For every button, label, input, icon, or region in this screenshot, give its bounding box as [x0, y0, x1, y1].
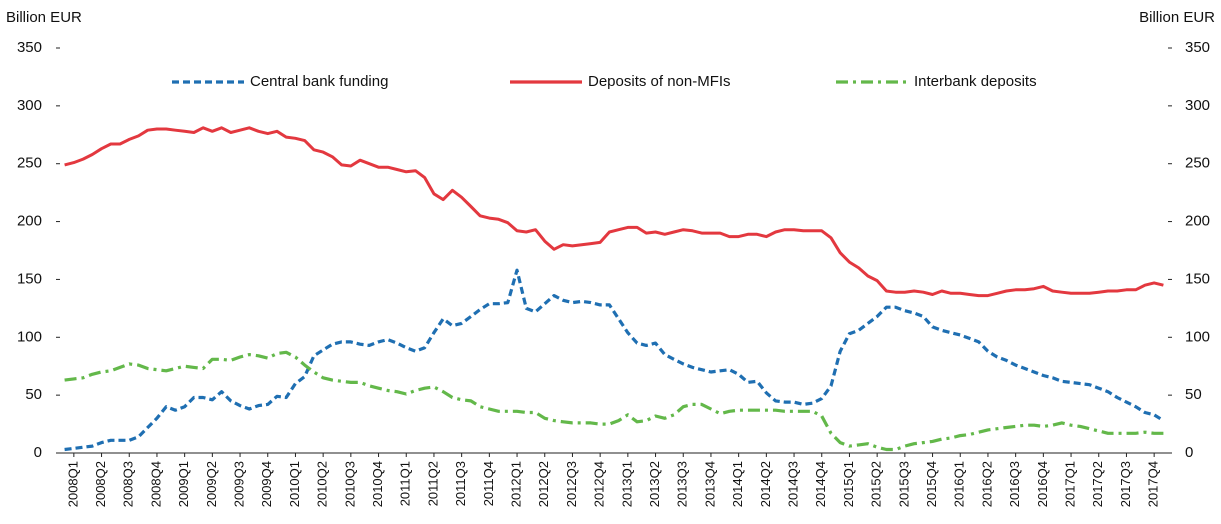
x-tick-label: 2013Q3 [675, 461, 690, 507]
y2-tick-label: 300 [1185, 97, 1210, 114]
x-tick-label: 2014Q3 [785, 461, 800, 507]
legend-label: Deposits of non-MFIs [588, 73, 731, 90]
x-tick-label: 2015Q4 [924, 461, 939, 507]
series-line [64, 126, 1164, 298]
y-tick-label: 0 [34, 444, 42, 461]
x-tick-label: 2009Q1 [176, 461, 191, 507]
x-tick-label: 2014Q1 [730, 461, 745, 507]
x-tick-label: 2012Q1 [508, 461, 523, 507]
x-tick-label: 2012Q3 [564, 461, 579, 507]
x-tick-label: 2010Q2 [315, 461, 330, 507]
x-tick-label: 2008Q4 [148, 461, 163, 507]
x-tick-label: 2011Q4 [481, 461, 496, 506]
y-tick-label: 200 [17, 213, 42, 230]
y2-tick-label: 50 [1185, 386, 1202, 403]
x-tick-label: 2008Q3 [121, 461, 136, 507]
x-tick-label: 2017Q2 [1090, 461, 1105, 507]
x-tick-label: 2009Q2 [204, 461, 219, 507]
x-tick-label: 2011Q1 [398, 461, 413, 506]
y2-tick-label: 250 [1185, 155, 1210, 172]
y-tick-label: 300 [17, 97, 42, 114]
y-tick-label: 100 [17, 328, 42, 345]
x-tick-label: 2010Q4 [370, 461, 385, 507]
y-tick-label: 250 [17, 155, 42, 172]
x-tick-label: 2010Q1 [287, 461, 302, 507]
x-tick-label: 2012Q2 [536, 461, 551, 507]
y-tick-label: 150 [17, 270, 42, 287]
x-tick-label: 2017Q1 [1062, 461, 1077, 507]
x-tick-label: 2008Q2 [93, 461, 108, 507]
series-line [64, 268, 1165, 452]
x-tick-label: 2016Q1 [952, 461, 967, 507]
x-tick-label: 2013Q4 [702, 461, 717, 507]
x-tick-label: 2016Q3 [1007, 461, 1022, 507]
x-tick-label: 2008Q1 [65, 461, 80, 507]
legend-label: Central bank funding [250, 73, 388, 90]
x-tick-label: 2012Q4 [592, 461, 607, 507]
x-tick-label: 2017Q3 [1118, 461, 1133, 507]
x-tick-label: 2013Q2 [647, 461, 662, 507]
legend-label: Interbank deposits [914, 73, 1037, 90]
x-tick-label: 2009Q4 [259, 461, 274, 507]
y2-axis-label: Billion EUR [1139, 9, 1215, 26]
y2-tick-label: 100 [1185, 328, 1210, 345]
x-tick-label: 2011Q3 [453, 461, 468, 506]
x-tick-label: 2017Q4 [1146, 461, 1161, 507]
y2-tick-label: 150 [1185, 270, 1210, 287]
x-tick-label: 2016Q2 [979, 461, 994, 507]
y2-tick-label: 0 [1185, 444, 1193, 461]
x-tick-label: 2015Q1 [841, 461, 856, 507]
x-tick-label: 2013Q1 [619, 461, 634, 507]
x-tick-label: 2015Q3 [896, 461, 911, 507]
y-axis-label: Billion EUR [6, 9, 82, 26]
y2-tick-label: 200 [1185, 213, 1210, 230]
y-tick-label: 50 [25, 386, 42, 403]
x-tick-label: 2014Q2 [758, 461, 773, 507]
x-tick-label: 2009Q3 [231, 461, 246, 507]
x-tick-label: 2014Q4 [813, 461, 828, 507]
x-tick-label: 2015Q2 [869, 461, 884, 507]
x-tick-label: 2016Q4 [1035, 461, 1050, 507]
y-tick-label: 350 [17, 39, 42, 56]
x-tick-label: 2010Q3 [342, 461, 357, 507]
x-tick-label: 2011Q2 [425, 461, 440, 506]
series-line [64, 350, 1164, 452]
y2-tick-label: 350 [1185, 39, 1210, 56]
